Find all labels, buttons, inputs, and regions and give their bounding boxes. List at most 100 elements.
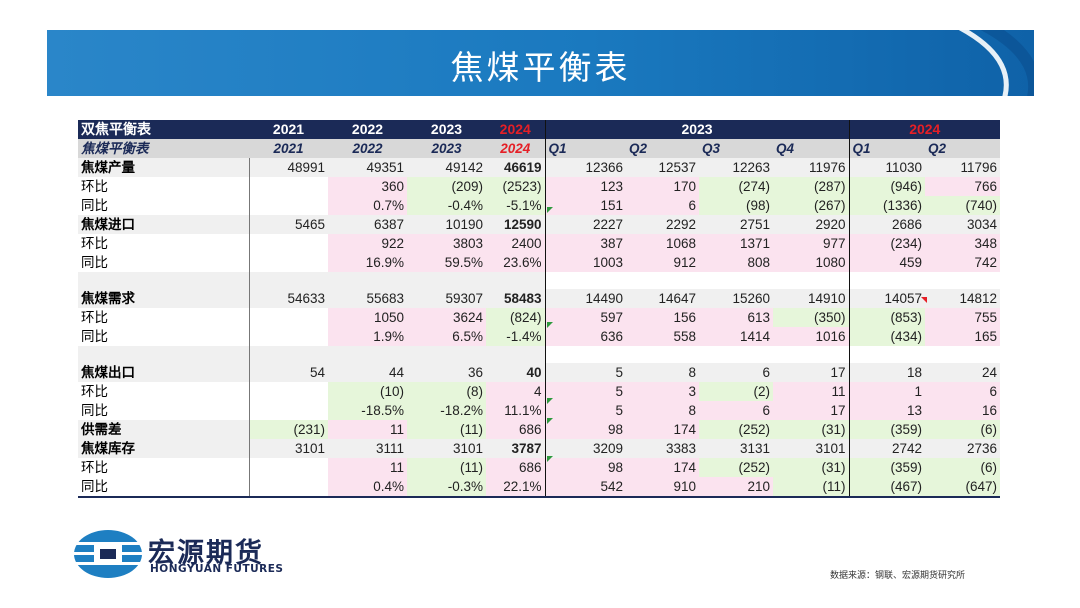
row-label: 焦煤进口 bbox=[78, 215, 249, 234]
row-label: 供需差 bbox=[78, 420, 249, 439]
table-cell bbox=[248, 253, 328, 272]
row-label: 同比 bbox=[81, 198, 108, 213]
table-cell: 18 bbox=[849, 363, 926, 382]
table-cell bbox=[248, 458, 328, 477]
table-cell: (209) bbox=[407, 177, 486, 196]
table-row: 同比 16.9% 59.5% 23.6% 1003 912 808 1080 459 742 bbox=[78, 253, 1001, 272]
table-cell: (2) bbox=[699, 382, 773, 401]
table-cell: 15260 bbox=[699, 289, 773, 308]
table-cell: 6 bbox=[925, 382, 1001, 401]
table-cell: 36 bbox=[407, 363, 486, 382]
table-cell: 165 bbox=[925, 327, 1001, 346]
table-cell bbox=[248, 234, 328, 253]
row-label bbox=[78, 346, 249, 363]
data-source-note: 数据来源：钢联、宏源期货研究所 bbox=[830, 571, 966, 581]
table-cell: 49351 bbox=[328, 158, 407, 177]
table-cell: 11030 bbox=[849, 158, 926, 177]
table-cell bbox=[773, 272, 850, 289]
table-cell: 1016 bbox=[773, 327, 850, 346]
table-cell: (267) bbox=[773, 196, 850, 215]
table-row: 环比 360 (209) (2523) 123 170 (274) (287) (946) 766 bbox=[78, 177, 1001, 196]
logo-english-name: HONGYUAN FUTURES bbox=[150, 563, 284, 575]
table-cell: 156 bbox=[626, 308, 699, 327]
table-cell bbox=[248, 401, 328, 420]
row-label: 焦煤出口 bbox=[78, 363, 249, 382]
table-cell: 5 bbox=[545, 363, 626, 382]
table-cell: 12366 bbox=[545, 158, 626, 177]
table-cell: 170 bbox=[626, 177, 699, 196]
table-cell: (11) bbox=[407, 420, 486, 439]
table-cell: 3101 bbox=[773, 439, 850, 458]
table-cell bbox=[248, 382, 328, 401]
table-cell bbox=[626, 346, 699, 363]
table-cell: 742 bbox=[925, 253, 1001, 272]
header-year-2023: 2023 bbox=[407, 120, 486, 139]
table-row: 同比 -18.5% -18.2% 11.1% 5 8 6 17 13 16 bbox=[78, 401, 1001, 420]
table-cell: (11) bbox=[407, 458, 486, 477]
table-cell: 1050 bbox=[328, 308, 407, 327]
table-cell: 11.1% bbox=[486, 401, 546, 420]
table-row: 焦煤出口 54 44 36 40 5 8 6 17 18 24 bbox=[78, 363, 1001, 382]
subheader-quarter: Q2 bbox=[626, 139, 699, 158]
table-cell: (740) bbox=[925, 196, 1001, 215]
table-cell: (359) bbox=[849, 458, 926, 477]
subheader-label: 焦煤平衡表 bbox=[78, 139, 249, 158]
table-cell bbox=[699, 272, 773, 289]
table-cell: 1068 bbox=[626, 234, 699, 253]
row-label: 焦煤库存 bbox=[78, 439, 249, 458]
table-cell: (946) bbox=[849, 177, 926, 196]
table-header-row: 双焦平衡表 2021 2022 2023 2024 2023 2024 bbox=[78, 120, 1001, 139]
comment-marker bbox=[547, 456, 553, 462]
table-cell: 4 bbox=[486, 382, 546, 401]
table-row: 同比 1.9% 6.5% -1.4% 636 558 1414 1016 (434) 165 bbox=[78, 327, 1001, 346]
table-cell bbox=[486, 346, 546, 363]
table-cell: (434) bbox=[849, 327, 926, 346]
table-cell bbox=[699, 346, 773, 363]
table-cell: 2736 bbox=[925, 439, 1001, 458]
table-cell: 1.9% bbox=[328, 327, 407, 346]
table-cell: (10) bbox=[328, 382, 407, 401]
comment-marker bbox=[547, 418, 553, 424]
table-cell: 14057 bbox=[849, 289, 926, 308]
table-cell: (11) bbox=[773, 477, 850, 498]
table-cell: 12263 bbox=[699, 158, 773, 177]
row-label: 环比 bbox=[81, 236, 108, 251]
table-cell: 59307 bbox=[407, 289, 486, 308]
table-cell: 6387 bbox=[328, 215, 407, 234]
table-cell: (252) bbox=[699, 458, 773, 477]
table-cell: (647) bbox=[925, 477, 1001, 498]
header-year-2022: 2022 bbox=[328, 120, 407, 139]
table-cell: (2523) bbox=[486, 177, 546, 196]
comment-marker bbox=[547, 207, 553, 213]
table-cell bbox=[248, 272, 328, 289]
header-group-2024: 2024 bbox=[849, 120, 1001, 139]
table-cell: 348 bbox=[925, 234, 1001, 253]
table-cell: 1 bbox=[849, 382, 926, 401]
table-cell: 49142 bbox=[407, 158, 486, 177]
row-label: 环比 bbox=[81, 384, 108, 399]
table-row: 环比 (10) (8) 4 5 3 (2) 11 1 6 bbox=[78, 382, 1001, 401]
table-cell: 11976 bbox=[773, 158, 850, 177]
spacer-row bbox=[78, 346, 1001, 363]
table-row: 环比 1050 3624 (824) 597 156 613 (350) (853) 755 bbox=[78, 308, 1001, 327]
table-cell: 2920 bbox=[773, 215, 850, 234]
table-cell: 54 bbox=[248, 363, 328, 382]
row-label: 环比 bbox=[81, 310, 108, 325]
table-cell: 597 bbox=[545, 308, 626, 327]
table-row: 焦煤需求 54633 55683 59307 58483 14490 14647 15260 1… bbox=[78, 289, 1001, 308]
table-cell: 1371 bbox=[699, 234, 773, 253]
table-cell: 11 bbox=[773, 382, 850, 401]
table-cell: 16 bbox=[925, 401, 1001, 420]
table-cell: 151 bbox=[545, 196, 626, 215]
table-cell: -0.4% bbox=[407, 196, 486, 215]
table-cell bbox=[248, 477, 328, 498]
table-cell: -18.2% bbox=[407, 401, 486, 420]
table-cell: 1003 bbox=[545, 253, 626, 272]
table-cell: (359) bbox=[849, 420, 926, 439]
table-cell: (234) bbox=[849, 234, 926, 253]
subheader-year: 2024 bbox=[486, 139, 546, 158]
table-cell: (31) bbox=[773, 458, 850, 477]
table-cell: 13 bbox=[849, 401, 926, 420]
table-cell: 3 bbox=[626, 382, 699, 401]
table-cell bbox=[486, 272, 546, 289]
